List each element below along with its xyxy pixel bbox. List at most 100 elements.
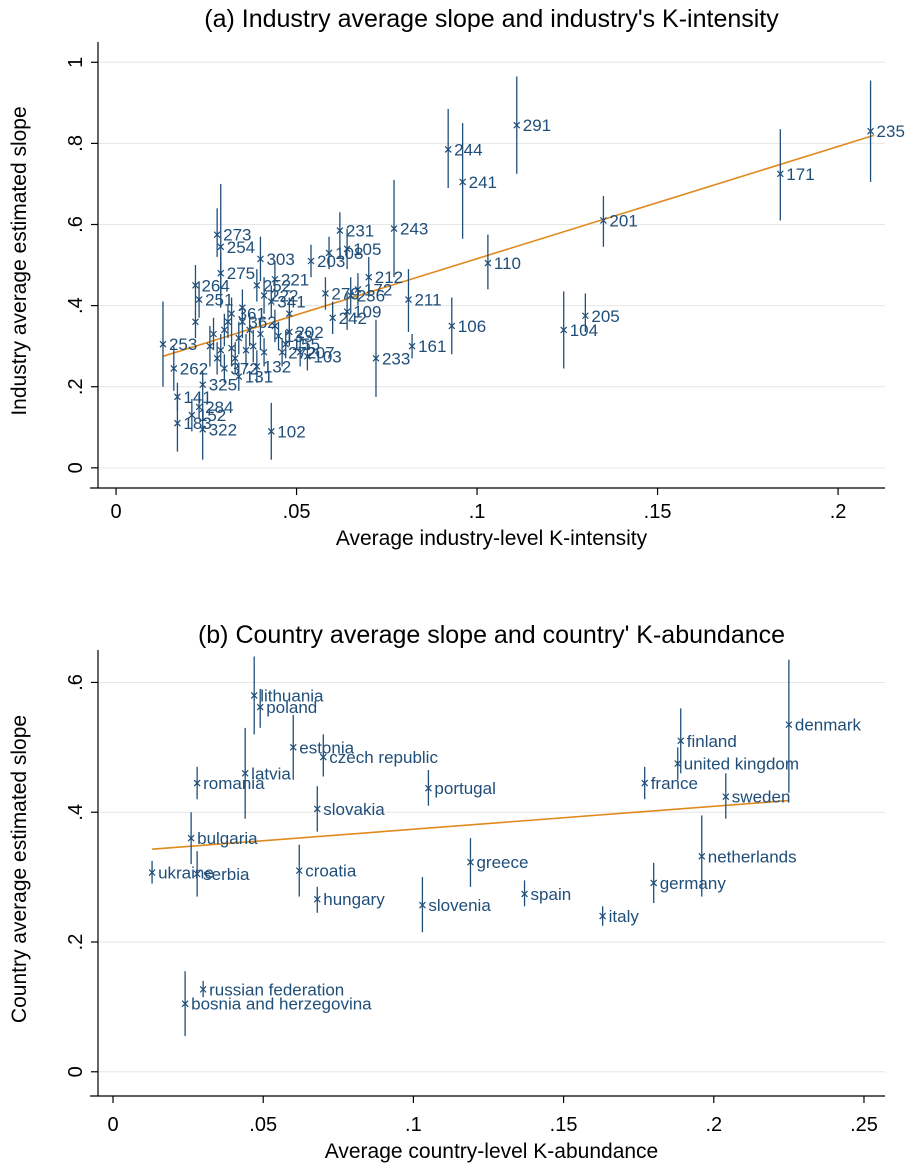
point-marker bbox=[235, 373, 243, 381]
y-tick-label: 0 bbox=[65, 462, 87, 473]
data-point: 104 bbox=[560, 291, 598, 369]
point-label: 152 bbox=[198, 406, 226, 425]
point-label: slovenia bbox=[428, 896, 491, 915]
point-marker bbox=[641, 779, 649, 787]
fit-line bbox=[152, 799, 789, 851]
data-point bbox=[257, 317, 264, 351]
point-marker bbox=[347, 292, 355, 299]
point-marker bbox=[199, 381, 207, 389]
x-tick-label: 0 bbox=[110, 501, 121, 523]
data-point: 273 bbox=[213, 208, 252, 257]
point-label: 322 bbox=[209, 420, 237, 439]
x-tick-label: .25 bbox=[850, 1114, 878, 1136]
data-point: united kingdom bbox=[674, 747, 799, 780]
point-marker bbox=[307, 257, 315, 265]
data-point: romania bbox=[193, 766, 265, 800]
point-marker bbox=[206, 342, 214, 350]
point-label: 252 bbox=[263, 276, 291, 295]
point-label: 284 bbox=[205, 398, 233, 417]
point-marker bbox=[217, 346, 225, 354]
data-point: serbia bbox=[193, 851, 250, 897]
data-point bbox=[246, 313, 254, 347]
point-marker bbox=[188, 411, 196, 419]
point-label: 108 bbox=[335, 244, 363, 263]
data-point: croatia bbox=[295, 844, 357, 897]
point-label: poland bbox=[266, 698, 317, 717]
point-label: 275 bbox=[227, 264, 255, 283]
point-label: 102 bbox=[277, 422, 305, 441]
point-label: 103 bbox=[313, 347, 341, 366]
data-point: lithuania bbox=[250, 656, 324, 735]
point-marker bbox=[295, 867, 303, 875]
chart-title: (a) Industry average slope and industry'… bbox=[204, 5, 779, 33]
point-label: 105 bbox=[353, 240, 381, 259]
point-marker bbox=[192, 318, 199, 326]
point-label: 243 bbox=[400, 220, 428, 239]
data-point: 279 bbox=[322, 277, 360, 310]
data-point: 241 bbox=[459, 123, 497, 239]
x-tick-label: .15 bbox=[644, 501, 672, 523]
point-marker bbox=[193, 779, 201, 787]
point-marker bbox=[599, 912, 607, 920]
point-label: 231 bbox=[346, 222, 374, 241]
point-label: 273 bbox=[223, 226, 251, 245]
x-tick-label: .15 bbox=[550, 1114, 578, 1136]
y-tick-label: .2 bbox=[65, 934, 87, 951]
point-marker bbox=[390, 225, 398, 232]
data-point: 110 bbox=[484, 234, 521, 290]
x-tick-label: .1 bbox=[405, 1114, 422, 1136]
point-marker bbox=[372, 354, 380, 362]
point-label: serbia bbox=[203, 865, 250, 884]
point-marker bbox=[513, 121, 521, 129]
data-point: hungary bbox=[313, 886, 385, 913]
data-point bbox=[260, 338, 268, 367]
data-point bbox=[228, 329, 235, 367]
data-point: 251 bbox=[195, 281, 233, 318]
point-marker bbox=[220, 365, 228, 372]
x-tick-label: .2 bbox=[830, 501, 847, 523]
point-marker bbox=[170, 365, 178, 372]
data-point bbox=[238, 289, 246, 326]
data-point: bosnia and herzegovina bbox=[181, 971, 372, 1037]
data-point: 242 bbox=[329, 301, 367, 334]
point-label: finland bbox=[687, 732, 737, 751]
point-label: ukraine bbox=[158, 864, 214, 883]
data-point: greece bbox=[467, 838, 528, 887]
point-label: 211 bbox=[414, 291, 441, 310]
point-label: 221 bbox=[281, 270, 309, 289]
point-label: 106 bbox=[458, 317, 486, 336]
point-label: czech republic bbox=[329, 748, 438, 767]
x-tick-label: .2 bbox=[705, 1114, 722, 1136]
data-point: czech republic bbox=[319, 734, 438, 777]
point-marker bbox=[459, 178, 467, 186]
point-marker bbox=[448, 322, 456, 330]
point-label: 235 bbox=[877, 122, 905, 141]
point-marker bbox=[257, 330, 264, 338]
data-point: 152 bbox=[188, 398, 226, 432]
point-label: 303 bbox=[266, 250, 294, 269]
point-label: 201 bbox=[609, 211, 637, 230]
data-point bbox=[206, 325, 214, 367]
data-point: 161 bbox=[408, 334, 446, 359]
point-marker bbox=[213, 354, 221, 362]
data-point: germany bbox=[650, 862, 726, 904]
point-label: 262 bbox=[180, 359, 208, 378]
point-label: 212 bbox=[375, 268, 403, 287]
point-marker bbox=[296, 348, 304, 356]
point-label: italy bbox=[609, 907, 640, 926]
point-marker bbox=[354, 285, 362, 293]
point-label: 222 bbox=[270, 286, 298, 305]
data-point: 233 bbox=[372, 319, 410, 397]
data-point: 133 bbox=[275, 321, 313, 351]
data-point: 172 bbox=[354, 273, 392, 306]
y-tick-label: .8 bbox=[65, 135, 87, 152]
point-label: 264 bbox=[201, 276, 229, 295]
point-label: bosnia and herzegovina bbox=[191, 995, 372, 1014]
point-label: spain bbox=[531, 885, 572, 904]
y-tick-label: .4 bbox=[65, 804, 87, 821]
point-marker bbox=[235, 334, 243, 342]
point-marker bbox=[187, 834, 195, 842]
point-label: lithuania bbox=[260, 686, 324, 705]
data-point: 207 bbox=[296, 338, 335, 367]
data-point bbox=[271, 309, 279, 343]
